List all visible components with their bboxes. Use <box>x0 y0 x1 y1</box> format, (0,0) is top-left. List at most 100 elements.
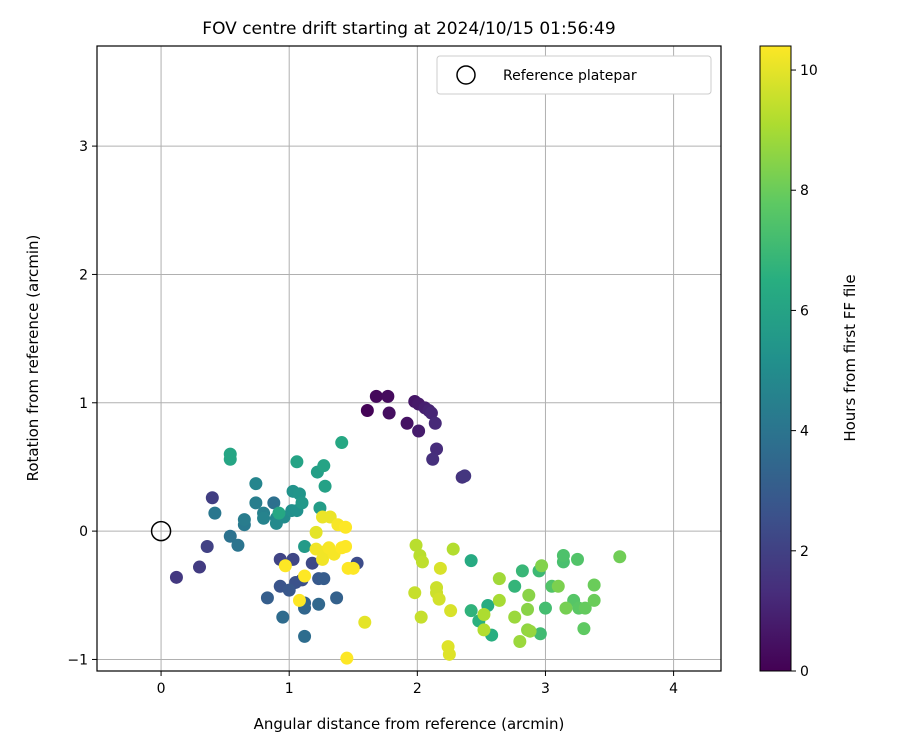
data-points <box>169 389 627 665</box>
colorbar-tick-label: 10 <box>800 63 818 79</box>
data-point <box>464 554 478 568</box>
data-point <box>508 610 522 624</box>
data-point <box>477 623 491 637</box>
data-point <box>339 520 353 534</box>
data-point <box>267 496 281 510</box>
data-point <box>408 586 422 600</box>
data-point <box>414 610 428 624</box>
reference-marker <box>150 520 172 542</box>
data-point <box>205 491 219 505</box>
data-point <box>426 452 440 466</box>
y-tick-label: 0 <box>79 524 88 540</box>
data-point <box>415 555 429 569</box>
data-point <box>477 608 491 622</box>
data-point <box>335 436 349 450</box>
colorbar-tick-label: 4 <box>800 424 809 440</box>
data-point <box>369 389 383 403</box>
y-axis-ticks: −1 0 1 2 3 <box>67 139 97 668</box>
data-point <box>316 552 330 566</box>
data-point <box>249 496 263 510</box>
data-point <box>169 570 183 584</box>
data-point <box>458 469 472 483</box>
data-point <box>521 602 535 616</box>
data-point <box>513 634 527 648</box>
data-point <box>298 629 312 643</box>
data-point <box>298 569 312 583</box>
data-point <box>249 477 263 491</box>
y-tick-label: 3 <box>79 139 88 155</box>
data-point <box>309 525 323 539</box>
data-point <box>538 601 552 615</box>
data-point <box>200 540 214 554</box>
data-point <box>278 559 292 573</box>
data-point <box>257 511 271 525</box>
data-point <box>312 597 326 611</box>
legend: Reference platepar <box>436 55 712 95</box>
colorbar-tick-label: 0 <box>800 664 809 680</box>
data-point <box>295 496 309 510</box>
data-point <box>556 548 570 562</box>
reference-point <box>150 520 172 542</box>
data-point <box>533 627 547 641</box>
data-point <box>587 593 601 607</box>
data-point <box>522 588 536 602</box>
data-point <box>298 540 312 554</box>
x-tick-label: 0 <box>157 681 166 697</box>
data-point <box>358 615 372 629</box>
data-point <box>330 591 344 605</box>
data-point <box>551 579 565 593</box>
data-point <box>613 550 627 564</box>
y-tick-label: −1 <box>67 652 88 668</box>
data-point <box>424 406 438 420</box>
data-point <box>339 540 353 554</box>
data-point <box>535 559 549 573</box>
data-point <box>559 601 573 615</box>
data-point <box>208 506 222 520</box>
data-point <box>360 403 374 417</box>
x-tick-label: 4 <box>669 681 678 697</box>
data-point <box>570 552 584 566</box>
data-point <box>305 556 319 570</box>
data-point <box>508 579 522 593</box>
y-tick-label: 2 <box>79 267 88 283</box>
data-point <box>223 452 237 466</box>
chart-title: FOV centre drift starting at 2024/10/15 … <box>202 19 615 39</box>
data-point <box>317 572 331 586</box>
data-point <box>492 572 506 586</box>
colorbar-ticks: 0 2 4 6 8 10 <box>791 63 818 680</box>
x-axis-ticks: 0 1 2 3 4 <box>157 671 678 697</box>
grid <box>97 46 721 671</box>
colorbar: 0 2 4 6 8 10 Hours from first FF file <box>759 45 859 680</box>
data-point <box>282 583 296 597</box>
data-point <box>276 610 290 624</box>
data-point <box>318 479 332 493</box>
data-point <box>523 624 537 638</box>
data-point <box>432 592 446 606</box>
colorbar-label: Hours from first FF file <box>841 274 859 441</box>
data-point <box>340 651 354 665</box>
plot-frame <box>96 45 722 672</box>
colorbar-gradient <box>759 45 792 672</box>
data-point <box>382 406 396 420</box>
data-point <box>446 542 460 556</box>
data-point <box>260 591 274 605</box>
data-point <box>464 604 478 618</box>
colorbar-tick-label: 2 <box>800 544 809 560</box>
data-point <box>223 529 237 543</box>
data-point <box>430 442 444 456</box>
data-point <box>444 604 458 618</box>
data-point <box>442 647 456 661</box>
data-point <box>292 593 306 607</box>
data-point <box>577 622 591 636</box>
data-point <box>317 459 331 473</box>
data-point <box>193 560 207 574</box>
x-tick-label: 2 <box>413 681 422 697</box>
legend-entry: Reference platepar <box>503 68 637 84</box>
data-point <box>346 561 360 575</box>
x-tick-label: 3 <box>541 681 550 697</box>
data-point <box>412 424 426 438</box>
data-point <box>381 389 395 403</box>
data-point <box>492 593 506 607</box>
data-point <box>587 578 601 592</box>
